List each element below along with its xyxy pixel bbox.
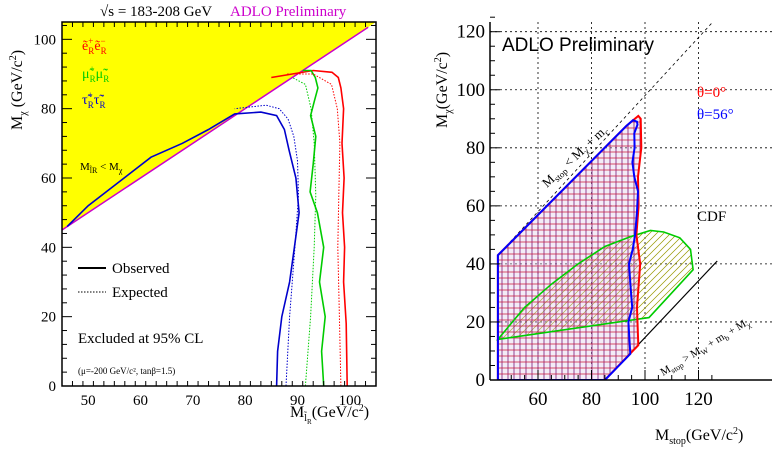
x-tick-label: 90 (290, 393, 305, 409)
theta0-label: θ=0° (697, 85, 726, 101)
y-tick-label: 80 (466, 138, 485, 159)
channel-legend: ẽ+ Rẽ− R μ̃+ Rμ̃− R τ̃+ Rτ̃− R (82, 36, 109, 110)
y-tick-label: 80 (41, 102, 56, 118)
y-tick-label: 0 (49, 379, 57, 395)
right-axis-ticks: 60 80 100 120 0 20 40 60 80 100 120 (457, 16, 713, 410)
legend-expected-text: Expected (112, 285, 168, 301)
right-chart: 60 80 100 120 0 20 40 60 80 100 120 ADLO Prelimina… (433, 16, 772, 447)
selectron-label: ẽ+ Rẽ− R (82, 36, 107, 56)
left-subtitle: ADLO Preliminary (230, 4, 347, 20)
y-tick-label: 60 (466, 196, 485, 217)
theta56-contour (496, 119, 640, 380)
y-tick-label: 20 (466, 312, 485, 333)
exclusion-curve-observed (271, 69, 348, 386)
left-axis-ticks: 50 60 70 80 90 100 0 20 40 60 80 100 (34, 22, 377, 409)
exclusion-curve-expected (234, 104, 300, 386)
y-tick-label: 120 (457, 22, 486, 43)
left-chart: 50 60 70 80 90 100 0 20 40 60 80 100 √s = 183-208 G… (8, 4, 377, 426)
x-tick-label: 70 (185, 393, 200, 409)
y-tick-label: 20 (41, 310, 56, 326)
right-x-axis-label: Mstop(GeV/c2) (655, 426, 743, 447)
y-tick-label: 60 (41, 171, 56, 187)
left-y-axis-label: Mχ (GeV/c2) (8, 50, 29, 130)
legend-observed-text: Observed (112, 261, 170, 277)
y-tick-label: 0 (476, 370, 486, 391)
cdf-contour (495, 229, 694, 341)
x-tick-label: 120 (684, 389, 713, 410)
theta56-label: θ=56° (697, 107, 734, 123)
right-title: ADLO Preliminary (502, 35, 655, 56)
smuon-label: μ̃+ Rμ̃− R (82, 64, 109, 84)
exclusion-curve-observed (66, 111, 300, 386)
right-y-axis-label: Mχ(GeV/c2) (433, 52, 454, 128)
x-tick-label: 60 (133, 393, 148, 409)
y-tick-label: 100 (457, 80, 486, 101)
excluded-label: Excluded at 95% CL (78, 331, 203, 347)
kinematic-limit-label: Ml̃R < Mχ (80, 161, 123, 175)
cdf-label: CDF (697, 209, 726, 225)
exclusion-curves (66, 69, 348, 386)
x-tick-label: 80 (238, 393, 253, 409)
stau-label: τ̃+ Rτ̃− R (82, 90, 105, 110)
y-tick-label: 100 (34, 32, 57, 48)
y-tick-label: 40 (41, 240, 56, 256)
kinematic-diagonal-line (61, 26, 369, 231)
exclusion-curve-expected (287, 73, 342, 386)
x-tick-label: 50 (81, 393, 96, 409)
y-tick-label: 40 (466, 254, 485, 275)
exclusion-curve-observed (302, 69, 327, 386)
parameters-label: (μ=-200 GeV/c², tanβ=1.5) (78, 366, 175, 376)
exclusion-contours (495, 114, 694, 380)
left-legend: Observed Expected (78, 261, 170, 301)
left-x-axis-label: Ml̃R(GeV/c2) (290, 403, 369, 426)
x-tick-label: 100 (339, 393, 362, 409)
x-tick-label: 80 (582, 389, 601, 410)
x-tick-label: 100 (631, 389, 660, 410)
exclusion-curve-expected (292, 77, 317, 386)
x-tick-label: 60 (529, 389, 548, 410)
left-title: √s = 183-208 GeV (100, 4, 212, 20)
